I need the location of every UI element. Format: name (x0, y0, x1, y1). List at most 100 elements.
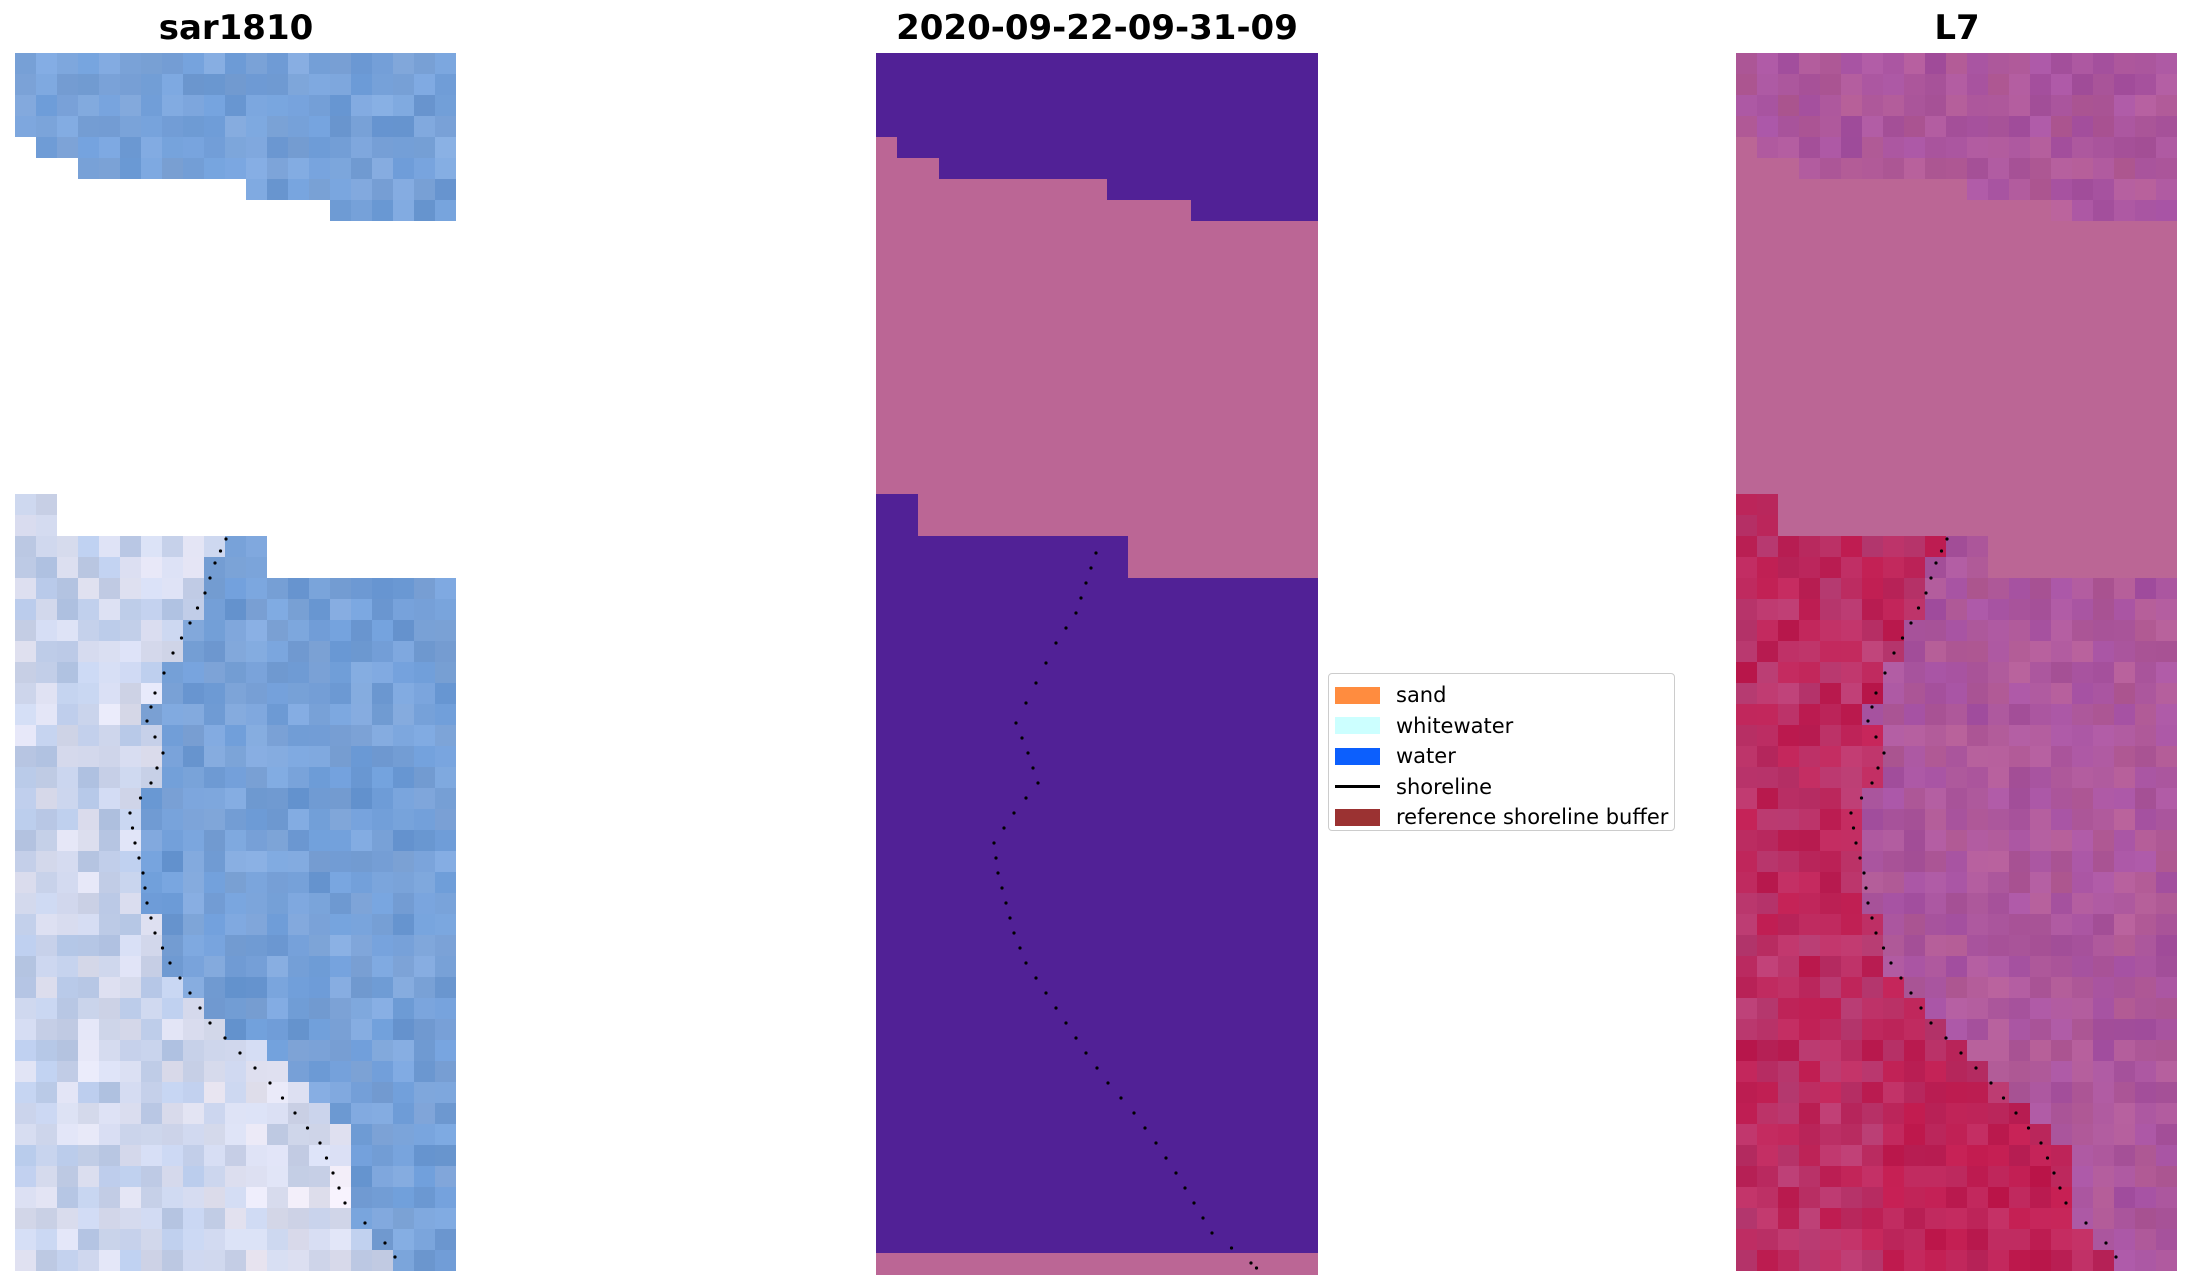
raster-cell (393, 599, 414, 620)
raster-cell (204, 1250, 225, 1271)
raster-cell (1736, 1166, 1757, 1187)
raster-cell (1862, 1208, 1883, 1229)
raster-cell (1778, 1229, 1799, 1250)
raster-cell (1757, 1166, 1778, 1187)
raster-cell (99, 1124, 120, 1145)
raster-cell (1925, 935, 1946, 956)
raster-cell (204, 158, 225, 179)
region (918, 494, 1318, 536)
raster-cell (162, 893, 183, 914)
raster-cell (1925, 536, 1946, 557)
raster-cell (1862, 1166, 1883, 1187)
raster-cell (309, 746, 330, 767)
raster-cell (372, 1229, 393, 1250)
raster-cell (435, 1145, 456, 1166)
raster-cell (78, 956, 99, 977)
raster-cell (1820, 578, 1841, 599)
raster-cell (141, 1124, 162, 1145)
raster-cell (183, 1103, 204, 1124)
raster-cell (309, 158, 330, 179)
raster-cell (1946, 1229, 1967, 1250)
raster-cell (1820, 1208, 1841, 1229)
raster-cell (2072, 788, 2093, 809)
raster-cell (1736, 95, 1757, 116)
raster-cell (2114, 410, 2135, 431)
raster-cell (1862, 935, 1883, 956)
raster-cell (1988, 1187, 2009, 1208)
raster-cell (1736, 200, 1757, 221)
raster-cell (57, 137, 78, 158)
raster-cell (393, 620, 414, 641)
raster-cell (36, 914, 57, 935)
raster-cell (1925, 1145, 1946, 1166)
shoreline-point (1858, 856, 1862, 860)
raster-cell (309, 116, 330, 137)
raster-cell (1736, 662, 1757, 683)
raster-cell (2051, 1082, 2072, 1103)
raster-cell (1967, 515, 1988, 536)
raster-cell (1820, 1061, 1841, 1082)
raster-cell (1988, 452, 2009, 473)
raster-cell (1925, 53, 1946, 74)
shoreline-point (1959, 1051, 1963, 1055)
raster-cell (1904, 116, 1925, 137)
raster-cell (435, 662, 456, 683)
shoreline-point (145, 901, 149, 905)
raster-cell (1946, 200, 1967, 221)
raster-cell (2135, 53, 2156, 74)
raster-cell (1778, 830, 1799, 851)
raster-cell (225, 599, 246, 620)
raster-cell (246, 158, 267, 179)
raster-cell (372, 1103, 393, 1124)
raster-cell (162, 137, 183, 158)
panel-title-sar1810: sar1810 (158, 8, 314, 48)
shoreline-point (253, 1066, 257, 1070)
raster-cell (309, 1124, 330, 1145)
raster-cell (2030, 956, 2051, 977)
raster-cell (246, 74, 267, 95)
raster-cell (183, 1040, 204, 1061)
shoreline-point (188, 991, 192, 995)
raster-cell (15, 515, 36, 536)
raster-cell (1820, 431, 1841, 452)
raster-cell (288, 1208, 309, 1229)
raster-cell (2072, 977, 2093, 998)
raster-cell (204, 746, 225, 767)
raster-cell (372, 977, 393, 998)
raster-cell (162, 1040, 183, 1061)
raster-cell (183, 1145, 204, 1166)
raster-cell (1925, 1166, 1946, 1187)
raster-cell (2135, 200, 2156, 221)
raster-cell (141, 1229, 162, 1250)
raster-cell (2156, 599, 2177, 620)
raster-cell (2009, 137, 2030, 158)
raster-cell (393, 1166, 414, 1187)
raster-cell (288, 746, 309, 767)
shoreline-point (1929, 576, 1933, 580)
classified-image-regions (876, 53, 1318, 1275)
raster-cell (1883, 326, 1904, 347)
shoreline-point (2058, 1186, 2062, 1190)
raster-cell (2030, 893, 2051, 914)
region (1191, 200, 1318, 221)
raster-cell (120, 578, 141, 599)
raster-cell (372, 1166, 393, 1187)
raster-cell (330, 1040, 351, 1061)
raster-cell (36, 1208, 57, 1229)
raster-cell (267, 1103, 288, 1124)
region (897, 137, 1318, 158)
raster-cell (1946, 557, 1967, 578)
raster-cell (1862, 830, 1883, 851)
raster-cell (225, 746, 246, 767)
raster-cell (162, 158, 183, 179)
raster-cell (393, 116, 414, 137)
raster-cell (1820, 53, 1841, 74)
raster-cell (330, 767, 351, 788)
raster-cell (2072, 998, 2093, 1019)
raster-cell (1799, 620, 1820, 641)
raster-cell (2009, 452, 2030, 473)
raster-cell (2009, 1187, 2030, 1208)
raster-cell (1757, 1187, 1778, 1208)
raster-cell (1778, 1145, 1799, 1166)
raster-cell (372, 137, 393, 158)
